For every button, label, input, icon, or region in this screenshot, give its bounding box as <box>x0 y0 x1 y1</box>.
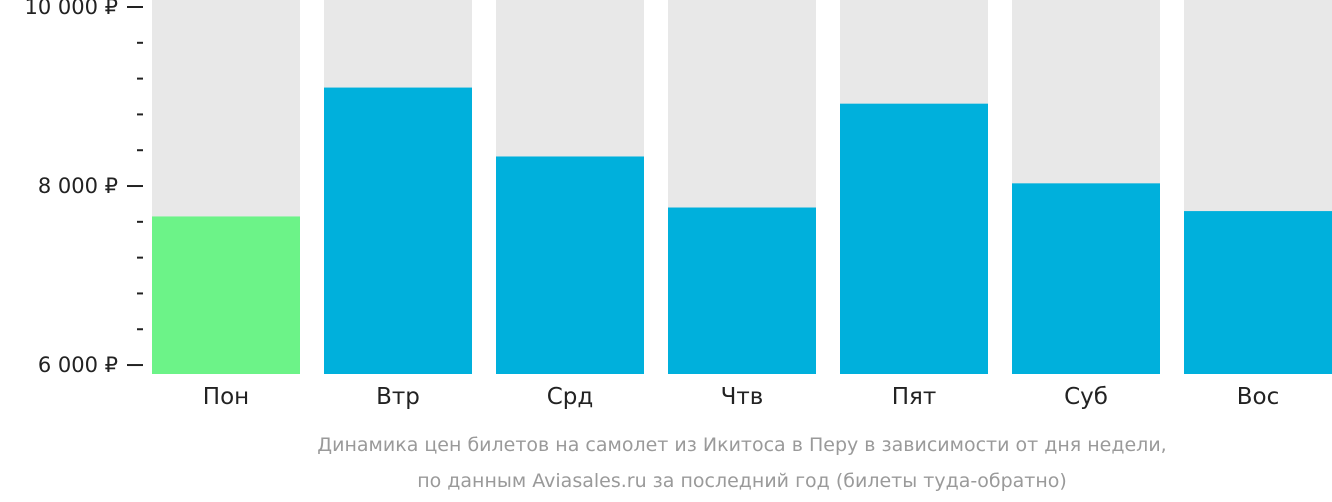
y-tick-label: 8 000 ₽ <box>38 174 118 198</box>
bar <box>152 216 300 374</box>
y-tick-label: 6 000 ₽ <box>38 353 118 377</box>
x-tick-label: Срд <box>547 384 594 410</box>
x-axis-labels: Пон Втр Срд Чтв Пят Суб Вос <box>203 384 1279 410</box>
chart-caption: Динамика цен билетов на самолет из Икито… <box>317 434 1166 492</box>
bar <box>496 156 644 374</box>
bar <box>1012 183 1160 374</box>
x-tick-label: Пон <box>203 384 249 410</box>
bar <box>324 87 472 374</box>
bar-group <box>152 87 1332 375</box>
x-tick-label: Пят <box>892 384 937 410</box>
caption-line-1: Динамика цен билетов на самолет из Икито… <box>317 434 1166 456</box>
x-tick-label: Чтв <box>721 384 764 410</box>
bar <box>668 207 816 374</box>
y-axis: 6 000 ₽ 8 000 ₽ 10 000 ₽ <box>24 0 143 377</box>
bar <box>840 103 988 375</box>
x-tick-label: Втр <box>376 384 420 410</box>
x-tick-label: Суб <box>1064 384 1108 410</box>
bar <box>1184 211 1332 374</box>
y-tick-label: 10 000 ₽ <box>24 0 118 19</box>
x-tick-label: Вос <box>1237 384 1280 410</box>
caption-line-2: по данным Aviasales.ru за последний год … <box>417 470 1067 492</box>
